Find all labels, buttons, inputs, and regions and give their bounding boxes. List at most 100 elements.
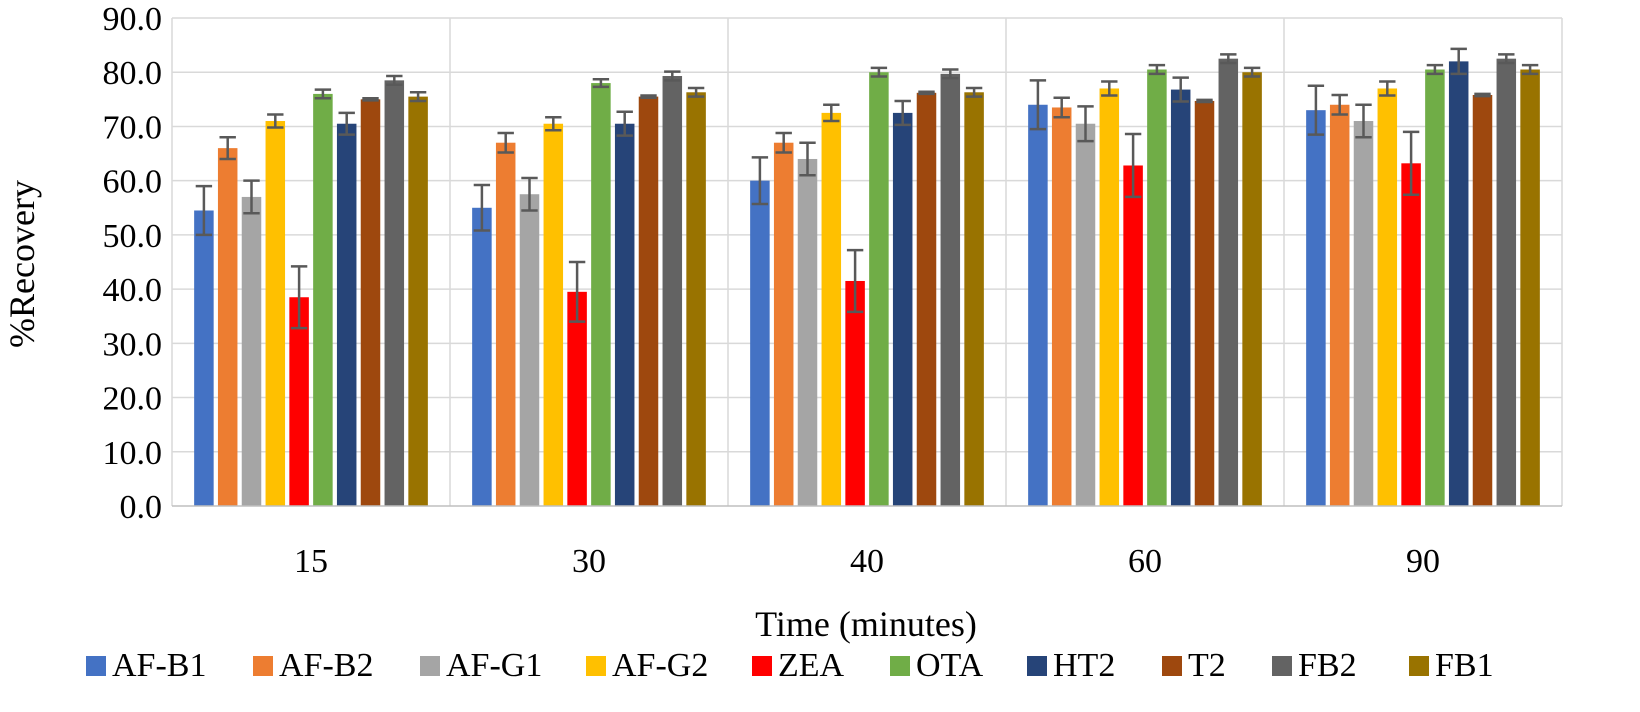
- x-tick-label: 60: [1128, 543, 1162, 580]
- bar-af-g2-90: [1377, 88, 1398, 506]
- legend-label: OTA: [916, 647, 984, 684]
- legend-label: HT2: [1053, 647, 1115, 684]
- bar-af-b1-15: [194, 210, 214, 506]
- bar-ota-60: [1147, 69, 1167, 506]
- bar-fb2-60: [1218, 58, 1239, 507]
- bar-af-g1-90: [1353, 121, 1374, 507]
- bar-ota-90: [1425, 69, 1445, 506]
- bar-zea-90: [1401, 163, 1421, 506]
- y-tick-label: 40.0: [103, 272, 163, 309]
- legend-label: ZEA: [778, 647, 845, 684]
- x-axis-title: Time (minutes): [755, 604, 977, 644]
- legend-swatch: [1409, 656, 1429, 676]
- legend-swatch: [420, 656, 440, 676]
- legend-item-af-g2: AF-G2: [586, 647, 708, 684]
- legend-swatch: [1162, 656, 1182, 676]
- legend-label: FB1: [1435, 647, 1494, 684]
- legend-item-ota: OTA: [890, 647, 984, 684]
- legend-label: AF-B1: [112, 647, 206, 684]
- bar-fb2-30: [662, 76, 683, 507]
- y-tick-label: 50.0: [103, 218, 163, 255]
- bar-af-b2-60: [1051, 107, 1072, 506]
- y-axis-title: %Recovery: [2, 180, 42, 348]
- legend: AF-B1 AF-B2 AF-G1 AF-G2 ZEA OTA HT2 T2 FB2 FB1: [86, 647, 1494, 684]
- legend-swatch: [1027, 656, 1047, 676]
- legend-item-af-b1: AF-B1: [86, 647, 206, 684]
- bar-fb1-40: [964, 92, 984, 506]
- y-tick-label: 0.0: [120, 489, 163, 526]
- bar-zea-15: [289, 297, 309, 506]
- x-tick-label: 30: [572, 543, 606, 580]
- legend-item-t2: T2: [1162, 647, 1226, 684]
- bar-af-g1-40: [797, 158, 818, 506]
- legend-swatch: [586, 656, 606, 676]
- legend-label: AF-B2: [279, 647, 373, 684]
- bar-af-b2-30: [495, 142, 516, 506]
- x-tick-labels: 15 30 40 60 90: [294, 543, 1440, 580]
- bar-af-b1-40: [750, 180, 770, 506]
- legend-label: AF-G2: [612, 647, 708, 684]
- legend-item-fb1: FB1: [1409, 647, 1494, 684]
- y-tick-label: 90.0: [103, 1, 163, 38]
- x-tick-label: 15: [294, 543, 328, 580]
- legend-item-fb2: FB2: [1272, 647, 1357, 684]
- bar-fb2-15: [384, 80, 405, 506]
- y-tick-label: 60.0: [103, 164, 163, 201]
- legend-label: AF-G1: [446, 647, 542, 684]
- y-tick-labels: 0.0 10.0 20.0 30.0 40.0 50.0 60.0 70.0 80.0 90.0: [103, 1, 163, 526]
- bar-ota-40: [869, 72, 889, 506]
- y-tick-label: 80.0: [103, 55, 163, 92]
- bar-af-g2-15: [265, 121, 286, 507]
- legend-item-zea: ZEA: [752, 647, 845, 684]
- bar-af-g1-30: [519, 194, 540, 506]
- bars-layer: [194, 58, 1540, 507]
- bar-af-g1-15: [241, 196, 262, 506]
- grid-layer: [171, 17, 1563, 506]
- bar-ht2-90: [1448, 61, 1469, 506]
- error-bars-layer: [195, 47, 1539, 330]
- y-tick-label: 10.0: [103, 435, 163, 472]
- bar-ht2-40: [892, 112, 913, 506]
- bar-af-b1-90: [1306, 110, 1326, 506]
- x-tick-label: 90: [1406, 543, 1440, 580]
- bar-af-g2-30: [543, 123, 564, 506]
- legend-swatch: [752, 656, 772, 676]
- bar-fb1-60: [1242, 72, 1262, 506]
- bar-af-g2-40: [821, 112, 842, 506]
- bar-fb2-40: [940, 73, 961, 507]
- bar-ota-30: [591, 83, 611, 507]
- legend-swatch: [890, 656, 910, 676]
- y-tick-label: 20.0: [103, 381, 163, 418]
- x-tick-label: 40: [850, 543, 884, 580]
- legend-item-af-b2: AF-B2: [253, 647, 373, 684]
- bar-ht2-30: [614, 123, 635, 506]
- legend-label: T2: [1188, 647, 1226, 684]
- y-tick-label: 70.0: [103, 109, 163, 146]
- bar-af-b2-15: [217, 148, 238, 506]
- bar-af-b1-60: [1028, 104, 1048, 506]
- bar-fb1-30: [686, 92, 706, 506]
- bar-ota-15: [313, 93, 333, 507]
- bar-ht2-15: [336, 123, 357, 506]
- bar-af-b2-90: [1329, 104, 1350, 506]
- bar-ht2-60: [1170, 89, 1191, 506]
- bar-zea-30: [567, 291, 587, 506]
- legend-item-ht2: HT2: [1027, 647, 1115, 684]
- bar-fb1-90: [1520, 69, 1540, 506]
- legend-label: FB2: [1298, 647, 1357, 684]
- legend-item-af-g1: AF-G1: [420, 647, 542, 684]
- legend-swatch: [253, 656, 273, 676]
- y-tick-label: 30.0: [103, 326, 163, 363]
- bar-zea-40: [845, 280, 865, 506]
- bar-t2-15: [360, 99, 381, 506]
- bar-fb2-90: [1496, 58, 1517, 507]
- bar-t2-90: [1472, 94, 1493, 507]
- bar-t2-60: [1194, 100, 1215, 507]
- bar-af-b1-30: [472, 207, 492, 506]
- bar-fb1-15: [408, 96, 428, 506]
- bar-af-b2-40: [773, 142, 794, 506]
- bar-zea-60: [1123, 165, 1143, 507]
- bar-af-g2-60: [1099, 88, 1120, 506]
